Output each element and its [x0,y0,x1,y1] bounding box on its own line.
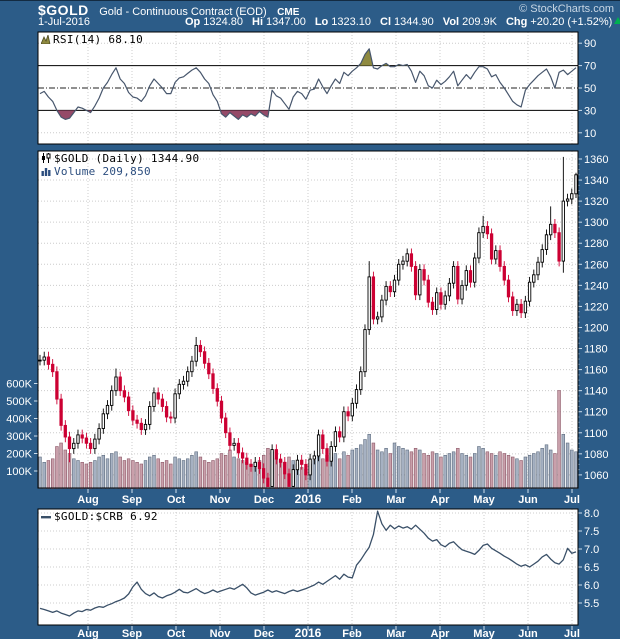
rsi-legend: RSI(14) 68.10 [40,33,143,47]
rsi-axis-label: 30 [584,105,596,117]
axis-labels: 90 70 50 30 10 1360 1340 1320 1300 1280 1260 1240 12… [6,38,608,639]
volume-axis-label: 100K [6,466,32,478]
month-label: Jul [564,494,580,506]
ratio-axis-label: 8.0 [584,508,599,520]
month-label: Sep [122,494,142,506]
ratio-axis-label: 6.5 [584,562,599,574]
price-axis-label: 1060 [584,470,608,482]
ratio-axis-label: 6.0 [584,580,599,592]
change-value: +20.20 (+1.52%) [530,16,613,28]
area-triangle-icon [40,33,51,47]
month-label: Feb [342,494,362,506]
month-label: Nov [210,494,232,506]
volume-legend: Volume 209,850 [41,166,151,179]
volume-axis-label: 600K [6,379,32,391]
rsi-axis-label: 50 [584,83,596,95]
rsi-axis-label: 90 [584,38,596,50]
exchange-label: CME [277,7,300,18]
month-label: Dec [254,494,274,506]
price-axis-label: 1340 [584,175,608,187]
open-label: Op [185,16,201,28]
ratio-axis-label: 5.5 [584,598,599,610]
low-label: Lo [314,16,329,28]
price-axis-label: 1320 [584,196,608,208]
ratio-panel-border [37,508,579,626]
month-label: Aug [77,494,98,506]
volume-axis-label: 200K [6,449,32,461]
month-label: Jun [518,494,538,506]
price-axis-label: 1220 [584,301,608,313]
volume-legend-label: Volume 209,850 [54,165,151,178]
price-axis-label: 1260 [584,259,608,271]
rsi-panel-border [37,31,579,145]
price-panel-border [37,150,579,489]
ratio-legend: $GOLD:$CRB 6.92 [41,511,158,524]
open-value: 1324.80 [203,16,244,28]
ratio-legend-label: $GOLD:$CRB 6.92 [54,510,158,523]
price-volume-series [38,151,578,489]
line-swatch-icon [41,512,51,524]
price-axis-label: 1100 [584,428,608,440]
quote-date: 1-Jul-2016 [38,16,90,28]
month-label: Oct [167,628,186,639]
month-label: Feb [342,628,362,639]
volume-label: Vol [442,16,460,28]
price-axis-label: 1200 [584,322,608,334]
price-axis-label: 1280 [584,238,608,250]
candlestick-icon [41,153,51,166]
month-label: Aug [77,628,98,639]
chart-header: $GOLD Gold - Continuous Contract (EOD) C… [38,2,300,18]
month-label: Oct [167,494,186,506]
volume-value: 209.9K [462,16,497,28]
price-axis-label: 1180 [584,344,608,356]
price-axis-label: 1360 [584,154,608,166]
month-label: 2016 [295,626,322,639]
month-label: Mar [386,494,406,506]
change-label: Chg [505,16,528,28]
rsi-axis-label: 70 [584,61,596,73]
month-label: Apr [431,628,451,639]
month-label: Mar [386,628,406,639]
month-label: May [473,628,495,639]
ratio-series [38,509,578,625]
price-axis-label: 1140 [584,386,608,398]
price-axis-label: 1240 [584,280,608,292]
change-up-arrow-icon [614,17,620,24]
instrument-name: Gold - Continuous Contract (EOD) [99,6,267,18]
rsi-series [38,32,578,144]
month-label: Dec [254,628,274,639]
month-label: May [473,494,495,506]
price-axis-label: 1120 [584,407,608,419]
month-label: 2016 [295,492,322,506]
low-value: 1323.10 [331,16,372,28]
high-label: Hi [252,16,264,28]
stockcharts-credit-link[interactable]: © StockCharts.com [519,3,614,15]
month-label: Nov [210,628,232,639]
price-axis-label: 1160 [584,365,608,377]
bar-chart-icon [41,167,51,179]
price-legend: $GOLD (Daily) 1344.90 [41,153,199,166]
month-label: Jun [518,628,538,639]
price-axis-label: 1080 [584,449,608,461]
month-label: Apr [431,494,451,506]
price-legend-label: $GOLD (Daily) 1344.90 [54,152,200,165]
volume-axis-label: 300K [6,431,32,443]
rsi-axis-label: 10 [584,128,596,140]
ratio-axis-label: 7.5 [584,526,599,538]
rsi-legend-label: RSI(14) 68.10 [53,33,143,46]
high-value: 1347.00 [266,16,306,28]
ticker-symbol: $GOLD [38,2,89,18]
volume-axis-label: 400K [6,414,32,426]
ratio-axis-label: 7.0 [584,544,599,556]
volume-axis-label: 500K [6,396,32,408]
month-label: Jul [564,628,580,639]
quote-row: 1-Jul-2016 Op 1324.80 Hi 1347.00 Lo 1323.10 Cl 1… [38,16,620,29]
month-label: Sep [122,628,142,639]
price-axis-label: 1300 [584,217,608,229]
close-label: Cl [380,16,392,28]
close-value: 1344.90 [394,16,434,28]
